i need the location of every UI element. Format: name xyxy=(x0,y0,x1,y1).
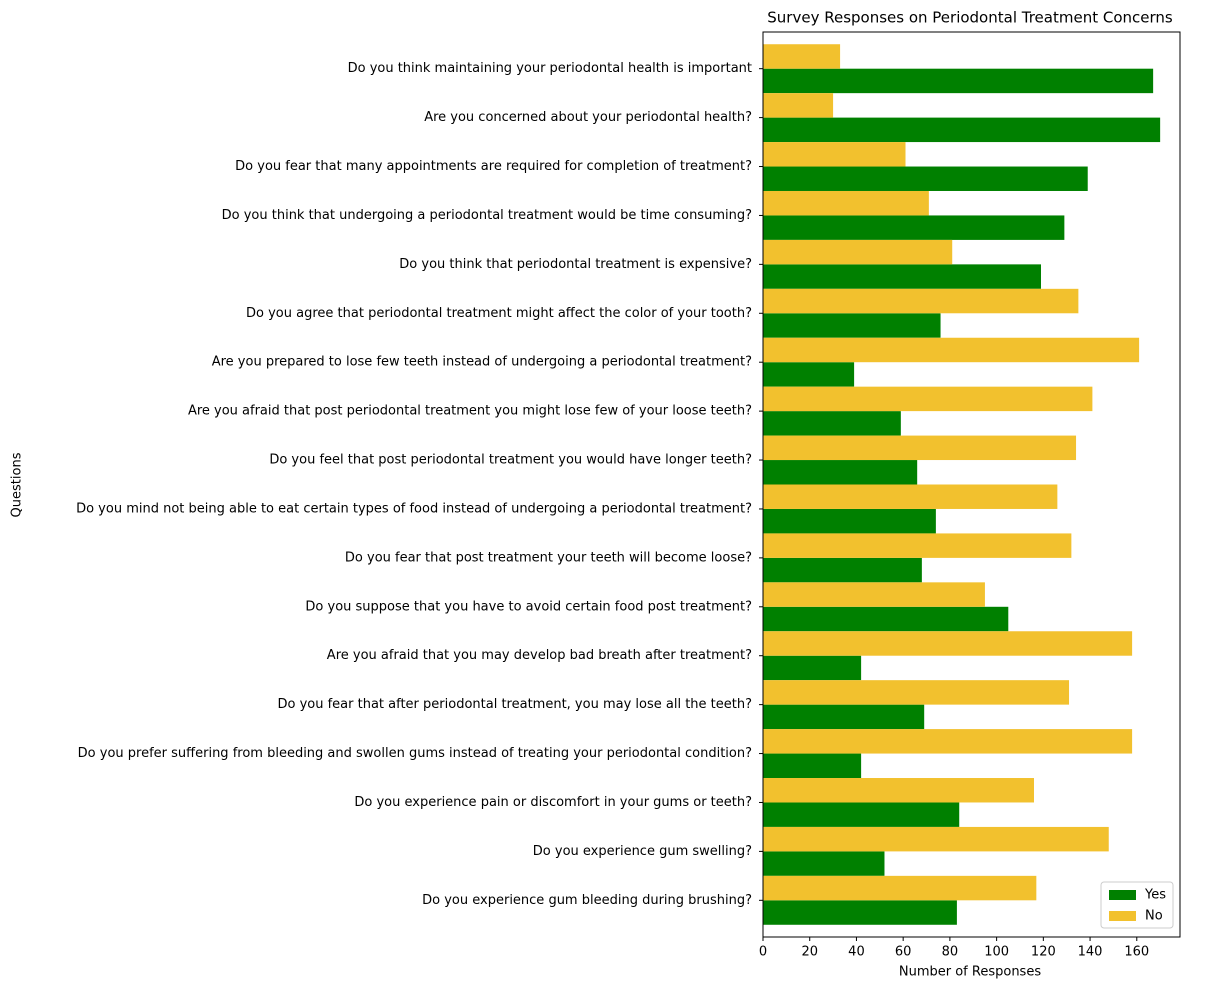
bar xyxy=(763,411,901,436)
x-tick-label: 120 xyxy=(1031,945,1056,960)
bar xyxy=(763,44,841,69)
y-tick-label: Do you mind not being able to eat certai… xyxy=(76,501,752,516)
bar xyxy=(763,68,1154,94)
bar xyxy=(763,142,906,167)
chart-title: Survey Responses on Periodontal Treatmen… xyxy=(767,9,1173,27)
y-tick-label: Do you fear that after periodontal treat… xyxy=(277,697,752,712)
y-tick-label: Do you think that undergoing a periodont… xyxy=(222,208,752,223)
y-tick-label: Do you think maintaining your periodonta… xyxy=(348,61,752,76)
bar xyxy=(763,337,1140,363)
bar xyxy=(763,117,1161,143)
y-tick-label: Do you feel that post periodontal treatm… xyxy=(269,453,752,468)
y-tick-label: Do you experience pain or discomfort in … xyxy=(354,795,752,810)
bar xyxy=(763,729,1133,754)
x-tick-label: 80 xyxy=(942,945,959,960)
y-tick-label: Do you fear that post treatment your tee… xyxy=(345,550,752,565)
bar xyxy=(763,826,1109,852)
x-axis-label: Number of Responses xyxy=(899,965,1041,980)
y-tick-label: Are you prepared to lose few teeth inste… xyxy=(212,355,752,370)
x-tick-label: 20 xyxy=(801,945,818,960)
y-tick-label: Do you experience gum bleeding during br… xyxy=(422,893,752,908)
bar xyxy=(763,508,936,534)
bar xyxy=(763,582,985,607)
y-axis-label: Questions xyxy=(10,452,25,517)
legend-label: Yes xyxy=(1144,888,1166,903)
bar xyxy=(763,435,1077,461)
legend-swatch xyxy=(1109,911,1136,921)
plot-frame xyxy=(762,31,1181,938)
bar xyxy=(763,362,855,387)
x-tick-label: 40 xyxy=(848,945,865,960)
x-tick-label: 60 xyxy=(895,945,912,960)
bar xyxy=(763,190,929,216)
bar xyxy=(763,533,1072,558)
bar xyxy=(763,704,925,730)
x-tick-label: 160 xyxy=(1124,945,1149,960)
bar xyxy=(763,215,1065,240)
bar xyxy=(763,288,1079,314)
x-tick-label: 140 xyxy=(1078,945,1103,960)
bar xyxy=(763,680,1070,705)
bar xyxy=(763,851,885,876)
bar xyxy=(763,802,960,827)
bar xyxy=(763,166,1088,191)
x-tick-label: 100 xyxy=(984,945,1009,960)
y-tick-label: Do you think that periodontal treatment … xyxy=(399,257,752,272)
bar xyxy=(763,264,1041,289)
bar xyxy=(763,655,862,681)
x-tick-label: 0 xyxy=(759,945,767,960)
bar xyxy=(763,93,834,118)
y-tick-label: Are you afraid that post periodontal tre… xyxy=(188,404,752,419)
bar xyxy=(763,631,1133,656)
bar xyxy=(763,386,1093,412)
bar xyxy=(763,484,1058,509)
y-tick-label: Are you concerned about your periodontal… xyxy=(424,110,752,125)
bar xyxy=(763,239,953,265)
bar xyxy=(763,313,941,338)
bar xyxy=(763,753,862,779)
y-tick-label: Do you experience gum swelling? xyxy=(533,844,752,859)
bar xyxy=(763,557,922,583)
y-tick-label: Are you afraid that you may develop bad … xyxy=(327,648,752,663)
bar xyxy=(763,900,957,925)
bar xyxy=(763,460,918,485)
y-tick-label: Do you prefer suffering from bleeding an… xyxy=(78,746,752,761)
legend-swatch xyxy=(1109,890,1136,900)
y-tick-label: Do you fear that many appointments are r… xyxy=(235,159,752,174)
legend-label: No xyxy=(1145,909,1163,924)
y-tick-label: Do you suppose that you have to avoid ce… xyxy=(305,599,752,614)
bar xyxy=(763,778,1034,803)
y-tick-label: Do you agree that periodontal treatment … xyxy=(246,306,752,321)
bar xyxy=(763,606,1009,632)
bar xyxy=(763,875,1037,901)
